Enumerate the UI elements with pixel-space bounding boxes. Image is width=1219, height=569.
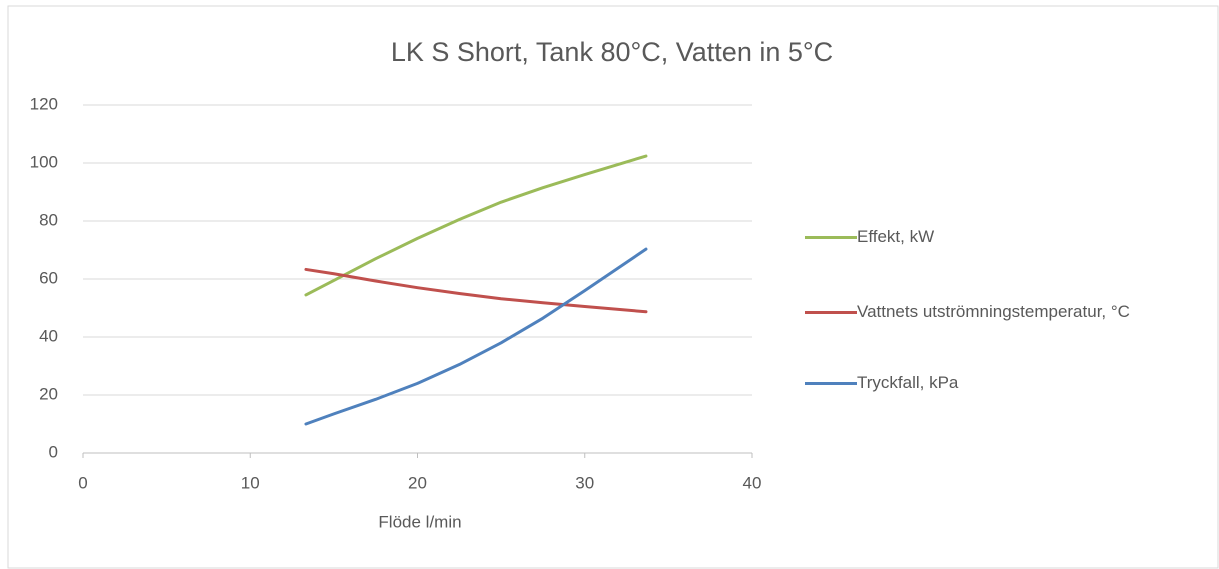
- y-tick-label: 120: [30, 94, 58, 113]
- x-tick-label: 10: [241, 473, 260, 492]
- y-tick-label: 20: [39, 384, 58, 403]
- x-tick-label: 40: [743, 473, 762, 492]
- y-tick-label: 80: [39, 210, 58, 229]
- series-line: [304, 267, 648, 314]
- legend-swatch: [805, 382, 857, 385]
- x-tick-label: 0: [78, 473, 87, 492]
- legend-item: Tryckfall, kPa: [805, 369, 1195, 397]
- y-tick-label: 40: [39, 326, 58, 345]
- x-tick-label: 30: [575, 473, 594, 492]
- legend-item: Effekt, kW: [805, 223, 1195, 251]
- legend-label: Tryckfall, kPa: [857, 373, 959, 392]
- y-tick-label: 0: [49, 442, 58, 461]
- chart-frame: [7, 5, 1219, 569]
- chart-title: LK S Short, Tank 80°C, Vatten in 5°C: [391, 37, 833, 67]
- y-tick-label: 60: [39, 268, 58, 287]
- legend-label: Effekt, kW: [857, 227, 935, 246]
- series-line: [304, 247, 648, 426]
- legend-swatch: [805, 236, 857, 239]
- legend-label: Vattnets utströmningstemperatur, °C: [857, 302, 1130, 321]
- series-line: [304, 154, 648, 297]
- x-axis-label: Flöde l/min: [378, 512, 461, 531]
- x-tick-label: 20: [408, 473, 427, 492]
- legend-item: Vattnets utströmningstemperatur, °C: [805, 298, 1195, 326]
- y-tick-label: 100: [30, 152, 58, 171]
- legend-swatch: [805, 311, 857, 314]
